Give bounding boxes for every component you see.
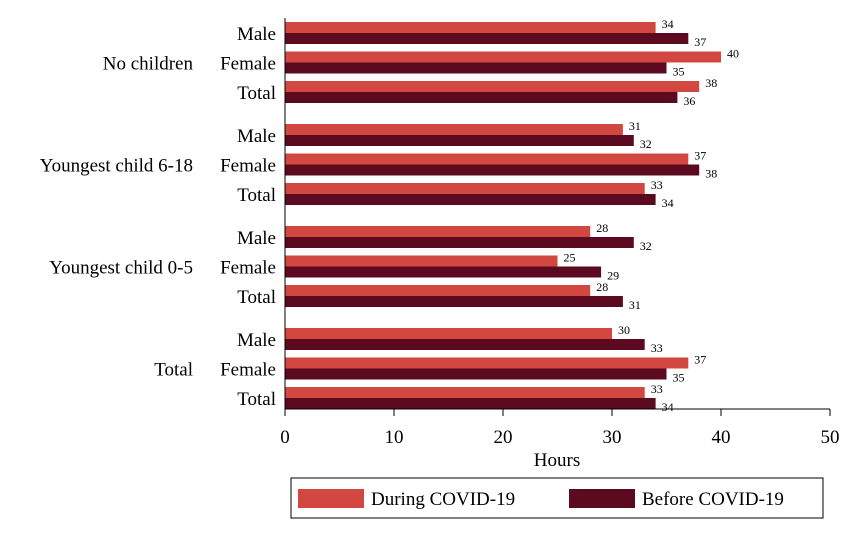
category-label: Female [220,360,276,381]
category-label: Total [237,185,276,206]
data-label-before: 37 [694,35,706,49]
data-label-before: 29 [607,269,619,283]
bar-during [285,183,645,194]
category-label: Male [237,126,276,147]
group-label: No children [103,54,194,75]
bar-during [285,124,623,135]
bar-before [285,296,623,307]
data-label-before: 33 [651,341,663,355]
bar-before [285,368,667,380]
data-label-during: 30 [618,323,630,337]
bar-during [285,22,656,33]
category-label: Female [220,54,276,75]
data-label-before: 35 [673,371,685,385]
bar-before [285,194,656,205]
data-label-during: 38 [705,76,717,90]
bar-during [285,81,700,92]
group-label: Youngest child 6-18 [40,156,193,177]
category-label: Female [220,156,276,177]
data-label-during: 33 [651,382,663,396]
bar-during [285,285,591,296]
data-label-during: 33 [651,178,663,192]
bar-during [285,153,689,165]
data-label-before: 36 [683,94,695,108]
x-tick-label: 0 [280,427,290,448]
category-label: Male [237,228,276,249]
category-label: Male [237,330,276,351]
data-label-during: 31 [629,119,641,133]
data-label-during: 28 [596,280,608,294]
legend: During COVID-19 Before COVID-19 [290,477,824,519]
bar-during [285,255,558,267]
x-tick-label: 10 [385,427,404,448]
bar-before [285,164,700,176]
data-label-before: 34 [662,196,674,210]
data-label-during: 28 [596,221,608,235]
x-axis-title: Hours [534,450,580,471]
bar-before [285,237,634,248]
category-label: Total [237,83,276,104]
legend-swatch-before [569,489,635,508]
bar-before [285,62,667,74]
data-label-before: 38 [705,167,717,181]
group-label: Total [154,360,193,381]
bar-before [285,92,678,103]
data-label-during: 34 [662,17,674,31]
legend-label-before: Before COVID-19 [642,489,784,510]
x-axis-ticks: 0 10 20 30 40 50 [280,409,840,448]
legend-swatch-during [298,489,364,508]
bars-layer [285,22,721,409]
data-label-during: 40 [727,47,739,61]
data-label-before: 35 [673,65,685,79]
data-label-during: 25 [564,251,576,265]
category-label: Female [220,258,276,279]
group-label: Youngest child 0-5 [49,258,193,279]
bar-during [285,51,721,63]
bar-during [285,387,645,398]
bar-during [285,328,612,339]
bar-during [285,226,591,237]
data-label-before: 32 [640,239,652,253]
bar-before [285,135,634,146]
category-label: Total [237,389,276,410]
bar-before [285,266,602,278]
bar-before [285,33,689,44]
x-tick-label: 50 [821,427,840,448]
bar-during [285,357,689,369]
bar-before [285,339,645,350]
legend-label-during: During COVID-19 [371,489,515,510]
data-label-before: 31 [629,298,641,312]
bar-before [285,398,656,409]
data-label-during: 37 [694,149,706,163]
data-label-before: 32 [640,137,652,151]
x-tick-label: 20 [494,427,513,448]
legend-box [290,477,824,519]
x-tick-label: 30 [603,427,622,448]
category-label: Total [237,287,276,308]
data-label-during: 37 [694,353,706,367]
x-tick-label: 40 [712,427,731,448]
data-label-before: 34 [662,400,674,414]
category-label: Male [237,24,276,45]
labels-layer: 34 37 Male 40 35 Female 38 36 Total No children 31… [40,17,739,414]
